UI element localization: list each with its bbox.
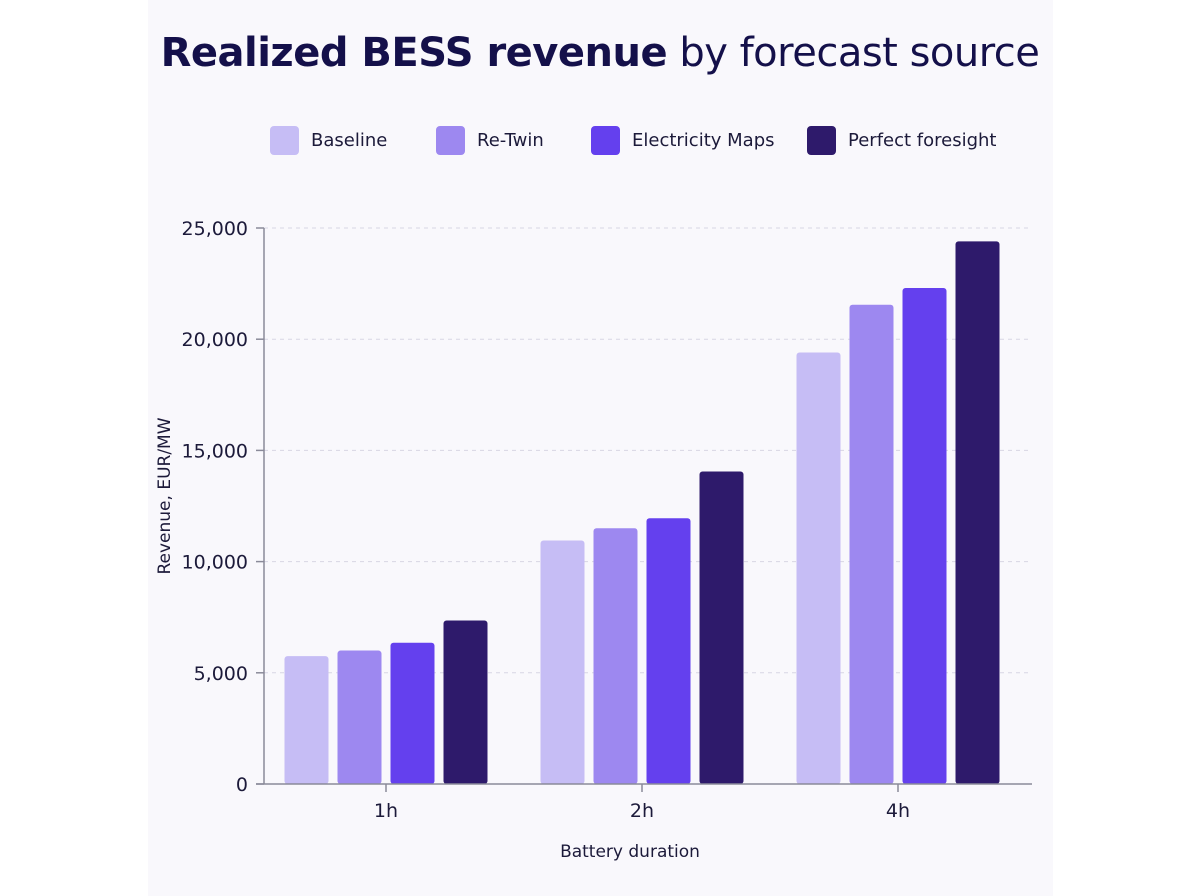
bar-1h-re-twin	[337, 650, 382, 784]
legend-swatch-baseline	[270, 125, 299, 155]
x-tick-label: 4h	[886, 800, 910, 822]
y-tick-label: 15,000	[182, 440, 248, 462]
x-tick-labels: 1h 2h 4h	[374, 784, 910, 822]
legend-item-electricity-maps: Electricity Maps	[591, 124, 775, 156]
y-axis-title: Revenue, EUR/MW	[155, 417, 175, 574]
y-tick-label: 0	[236, 774, 248, 796]
legend-label-perfect-foresight: Perfect foresight	[848, 129, 997, 151]
legend-label-electricity-maps: Electricity Maps	[632, 129, 775, 151]
legend-swatch-electricity-maps	[591, 125, 620, 155]
x-axis-title: Battery duration	[560, 842, 700, 862]
y-tick-label: 10,000	[182, 552, 248, 574]
y-tick-label: 5,000	[194, 663, 248, 685]
bar-1h-electricity-maps	[390, 642, 435, 784]
chart-title-rest: by forecast source	[679, 30, 1040, 76]
y-tick-labels: 0 5,000 10,000 15,000 20,000 25,000	[182, 218, 264, 796]
y-tick-label: 20,000	[182, 329, 248, 351]
bar-2h-electricity-maps	[646, 518, 691, 784]
legend-label-re-twin: Re-Twin	[477, 129, 544, 151]
bar-1h-baseline	[284, 656, 329, 784]
bar-4h-baseline	[796, 352, 841, 784]
chart-title: Realized BESS revenue by forecast source	[0, 30, 1200, 76]
bar-1h-perfect-foresight	[443, 620, 488, 784]
legend-label-baseline: Baseline	[311, 129, 388, 151]
bar-4h-perfect-foresight	[955, 241, 1000, 784]
bar-4h-electricity-maps	[902, 288, 947, 784]
chart-legend: Baseline Re-Twin Electricity Maps Perfec…	[0, 120, 1200, 160]
legend-item-perfect-foresight: Perfect foresight	[807, 124, 996, 156]
x-tick-label: 1h	[374, 800, 398, 822]
legend-item-re-twin: Re-Twin	[436, 124, 544, 156]
bar-2h-re-twin	[593, 528, 638, 784]
legend-swatch-perfect-foresight	[807, 125, 836, 155]
bar-2h-perfect-foresight	[699, 471, 744, 784]
legend-swatch-re-twin	[436, 125, 465, 155]
legend-item-baseline: Baseline	[270, 124, 387, 156]
bars	[284, 241, 1000, 784]
y-tick-label: 25,000	[182, 218, 248, 240]
bar-2h-baseline	[540, 540, 585, 784]
bar-4h-re-twin	[849, 304, 894, 784]
chart-title-bold: Realized BESS revenue	[160, 30, 668, 76]
x-tick-label: 2h	[630, 800, 654, 822]
